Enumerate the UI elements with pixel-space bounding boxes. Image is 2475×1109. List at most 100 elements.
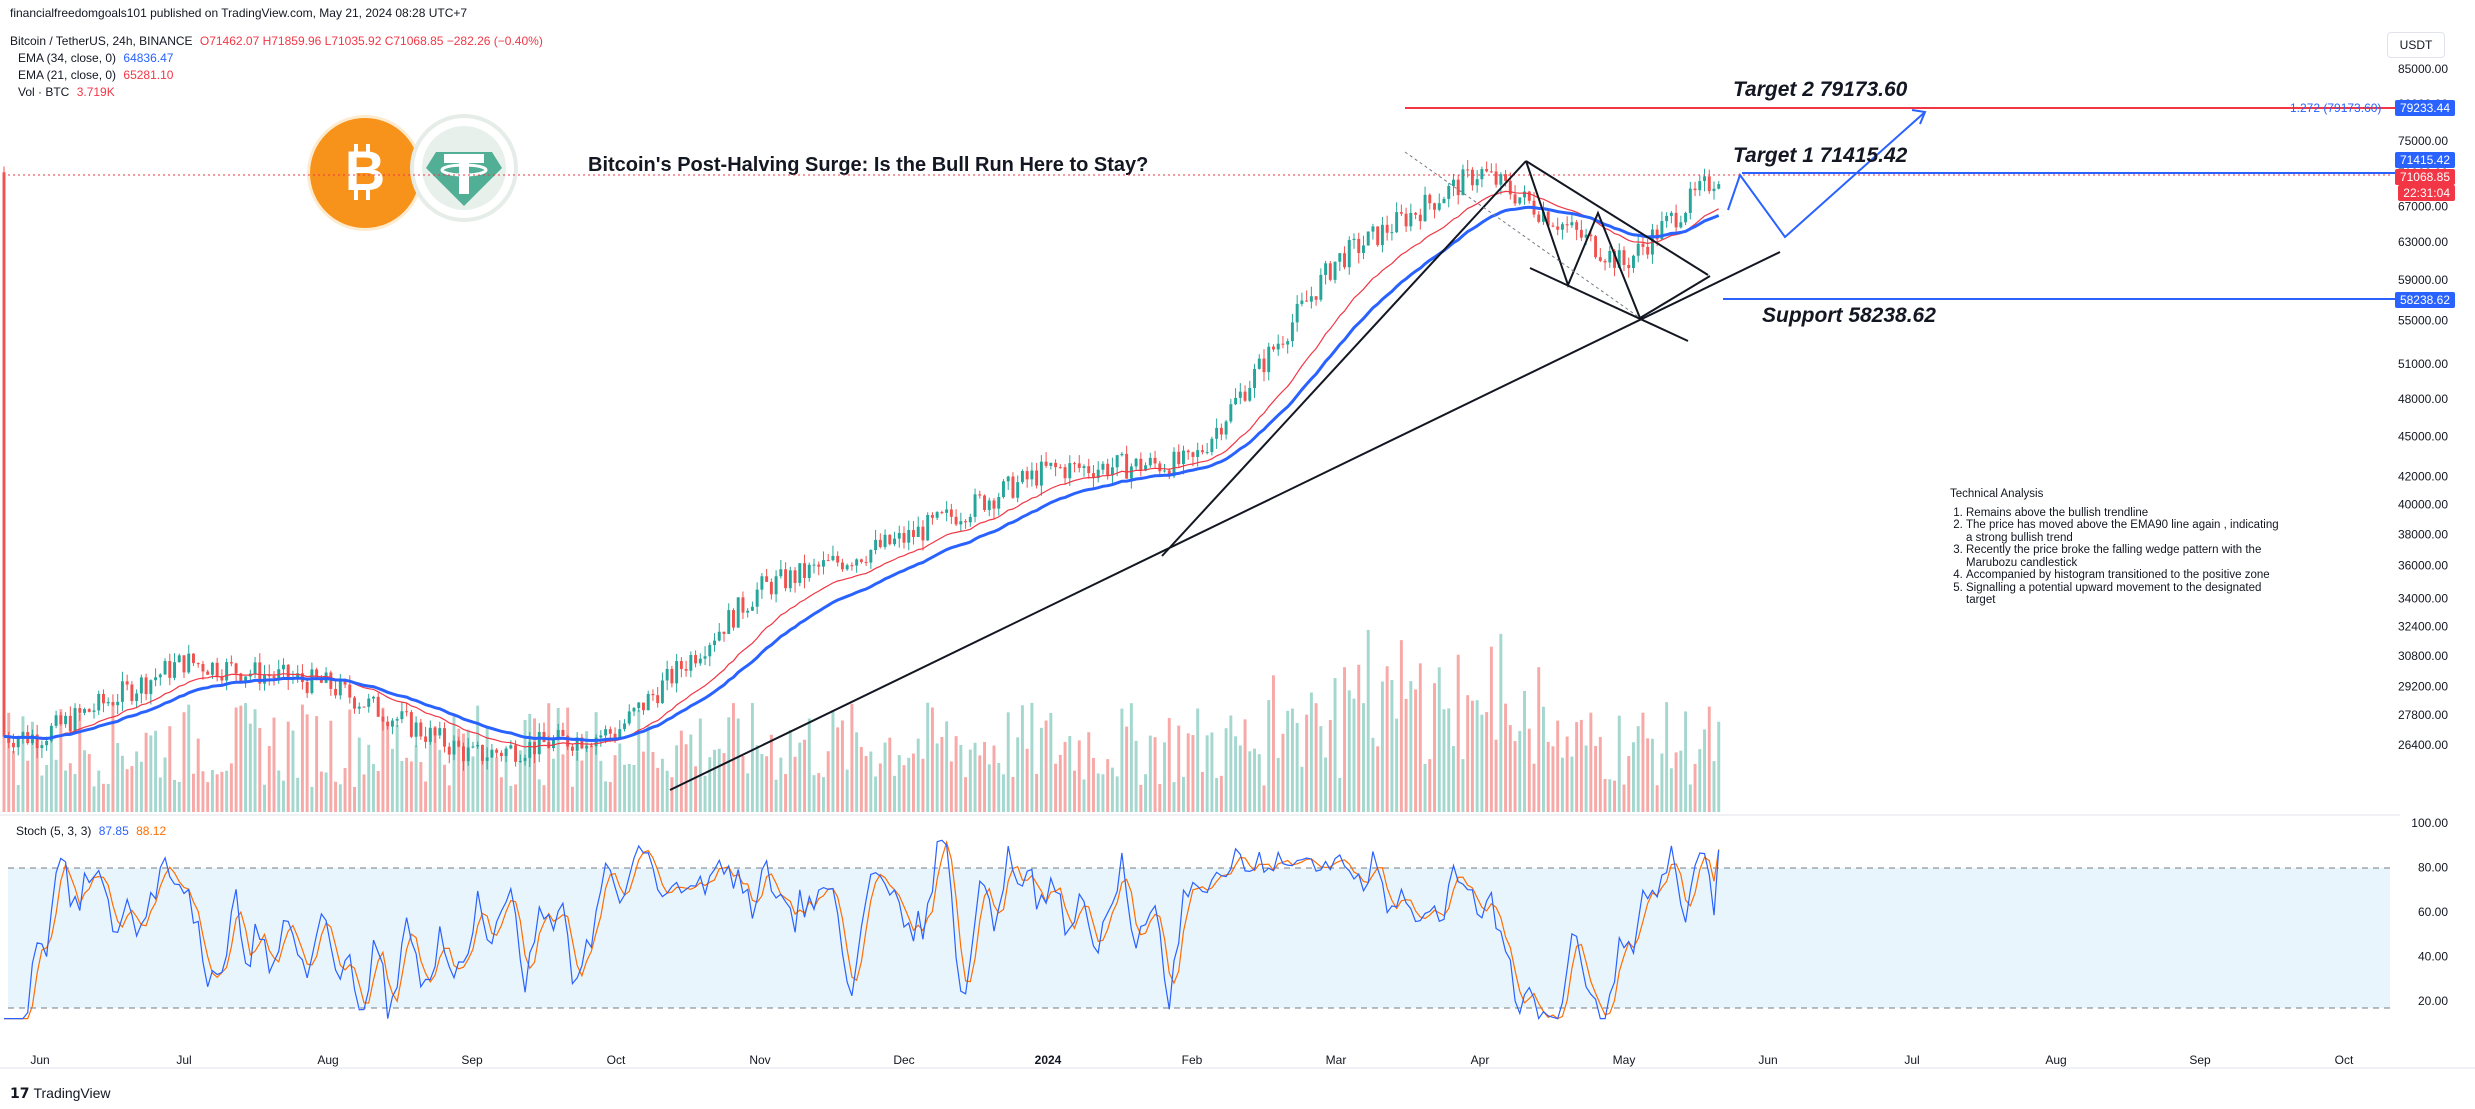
volume-bar [836,727,840,812]
volume-legend[interactable]: Vol · BTC 3.719K [18,85,119,99]
volume-bar [1717,721,1721,812]
candle-body [282,664,285,670]
candle-body [864,562,868,564]
candle-body [807,564,811,578]
candle-body [874,539,878,551]
candle-body [438,728,442,736]
volume-bar [286,721,290,812]
currency-button[interactable]: USDT [2387,32,2445,58]
ema21-legend[interactable]: EMA (21, close, 0) 65281.10 [18,68,177,82]
target2-label: Target 2 79173.60 [1733,78,1908,101]
candle-body [878,539,882,547]
fib-dotted-line [1404,151,1641,319]
volume-bar [992,745,996,812]
volume-bar [907,757,911,812]
volume-bar [717,748,721,812]
ema34-legend[interactable]: EMA (34, close, 0) 64836.47 [18,51,177,65]
candle-body [1101,463,1105,470]
volume-bar [7,712,11,812]
volume-bar [1073,770,1076,812]
candle-body [826,560,830,562]
ta-item: Recently the price broke the falling wed… [1966,544,2280,569]
volume-bar [765,756,769,812]
volume-bar [660,758,664,812]
price-axis[interactable]: 85000.0080000.0075000.0071000.0067000.00… [2398,62,2448,752]
candle-body [1433,203,1436,210]
price-tick-label: 38000.00 [2398,527,2448,541]
volume-bar [1030,702,1034,812]
candle-body [1613,250,1616,268]
volume-bar [272,717,276,812]
target1-label: Target 1 71415.42 [1733,144,1908,167]
stoch-legend[interactable]: Stoch (5, 3, 3) 87.85 88.12 [16,824,166,838]
candle-body [1186,450,1190,453]
volume-bar [921,758,925,812]
stoch-d-value: 88.12 [136,824,167,838]
volume-bar [1106,759,1110,812]
candle-body [495,749,499,753]
volume-bar [509,785,513,812]
volume-bar [1527,728,1531,812]
candle-body [409,712,413,737]
candle-body [741,597,745,613]
candle-body [225,662,229,681]
volume-bar [855,732,859,812]
candle-body [1314,296,1318,300]
candle-body [855,559,859,566]
candle-body [1399,212,1403,214]
wedge-lower-line [1529,267,1689,342]
volume-bar [1480,714,1484,812]
candle-body [234,663,238,674]
candle-body [779,569,783,577]
tradingview-logo[interactable]: 17 TradingView [10,1085,111,1102]
volume-bar [1560,757,1564,812]
candle-body [1224,421,1228,435]
volume-bar [1357,664,1361,812]
candle-body [1632,255,1635,268]
candle-body [561,729,565,737]
candle-body [883,534,887,547]
price-tick-label: 85000.00 [2398,62,2448,76]
volume-bar [959,744,963,812]
volume-bar [926,702,930,812]
volume-bar [1144,774,1148,812]
candle-body [1641,243,1645,247]
tether-icon [422,126,506,210]
volume-bar [698,718,702,812]
candle-body [1442,198,1446,204]
candle-body [1560,224,1564,230]
stoch-axis[interactable]: 100.00 80.00 60.00 40.00 20.00 [2411,816,2448,1008]
last-price-badge: 71068.85 [2394,169,2455,185]
volume-bar [888,737,892,812]
time-axis[interactable]: Jun Jul Aug Sep Oct Nov Dec 2024 Feb Mar Apr May Jun… [30,1053,2354,1067]
candle-body [1177,451,1181,465]
volume-bar [1390,679,1394,812]
ta-title: Technical Analysis [1950,488,2044,500]
candle-body [471,746,475,748]
candle-body [272,676,276,679]
candle-body [978,494,982,496]
candle-body [1096,469,1100,478]
candle-body [144,677,148,695]
candle-body [1087,466,1091,474]
volume-bar [173,779,176,812]
volume-bar [154,730,158,812]
stoch-tick-label: 80.00 [2418,860,2448,874]
volume-bar [769,734,773,812]
candle-body [1253,368,1256,388]
candle-body [1584,234,1588,238]
volume-bar [1556,720,1560,812]
candle-body [353,697,356,709]
candle-body [1456,179,1460,196]
volume-bar [798,742,802,812]
candle-body [1579,229,1583,238]
candle-body [1286,341,1290,345]
volume-bar [556,708,560,812]
volume-bar [447,785,451,812]
volume-bar [708,757,712,812]
volume-bar [1205,735,1209,812]
candle-body [419,722,423,737]
ema21-line [3,190,1719,748]
volume-bar [987,764,991,812]
